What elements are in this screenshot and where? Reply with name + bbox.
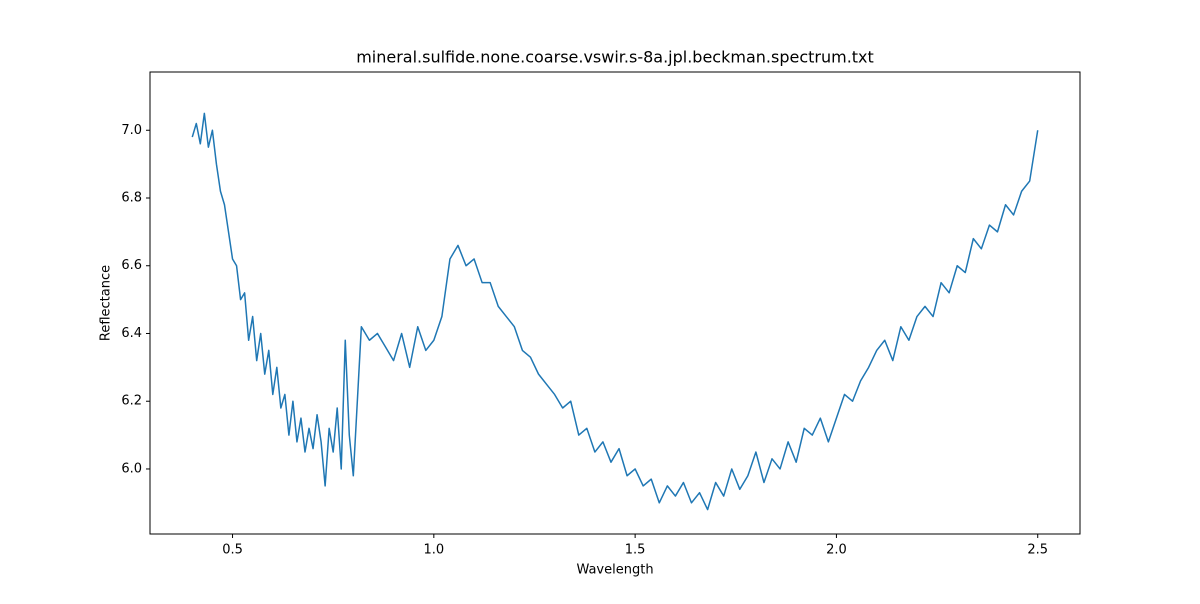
y-tick-label: 7.0: [121, 123, 142, 138]
plot-frame: [149, 71, 1081, 535]
chart-title: mineral.sulfide.none.coarse.vswir.s-8a.j…: [356, 48, 874, 67]
y-axis-label: Reflectance: [99, 265, 114, 341]
data-line: [191, 112, 1039, 511]
y-tick-label: 6.6: [121, 258, 142, 273]
y-tick-label: 6.4: [121, 326, 142, 341]
x-tick-label: 1.0: [423, 543, 444, 558]
x-tick-label: 1.5: [625, 543, 646, 558]
x-tick-label: 2.0: [826, 543, 847, 558]
y-tick-label: 6.8: [121, 191, 142, 206]
x-axis-label: Wavelength: [576, 563, 653, 578]
y-tick-label: 6.2: [121, 394, 142, 409]
x-tick-label: 0.5: [222, 543, 243, 558]
x-tick-label: 2.5: [1027, 543, 1048, 558]
y-tick-label: 6.0: [121, 461, 142, 476]
